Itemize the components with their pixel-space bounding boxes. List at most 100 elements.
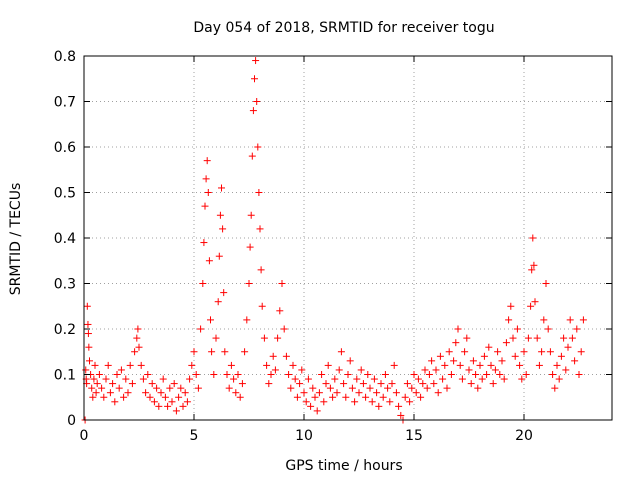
axes [83, 55, 613, 421]
data-point [465, 366, 473, 374]
y-tick-label: 0.5 [54, 186, 76, 202]
data-point [483, 371, 491, 378]
data-point [509, 334, 517, 342]
data-point [463, 334, 471, 342]
data-point [362, 393, 370, 401]
data-point [513, 325, 521, 333]
data-point [359, 380, 367, 388]
data-point [390, 361, 398, 369]
data-point [115, 384, 123, 392]
data-point [278, 280, 286, 287]
data-point [494, 348, 502, 356]
data-point [254, 143, 262, 151]
data-point [89, 393, 97, 401]
data-point [518, 375, 526, 383]
data-point [555, 375, 563, 383]
data-point [568, 334, 576, 342]
data-point [251, 75, 258, 83]
data-point [98, 384, 106, 392]
data-point [219, 225, 227, 233]
data-point [401, 393, 409, 401]
y-tick-label: 0.4 [54, 231, 76, 247]
data-point [245, 280, 253, 287]
data-point [421, 366, 429, 374]
data-point [443, 384, 451, 392]
data-point [530, 261, 538, 269]
data-point [142, 389, 150, 397]
data-point [100, 393, 108, 401]
tick-labels: 0 5 10 15 20 0 0.1 0.2 0.3 0.4 0.5 0.6 0.7 0.8 [54, 49, 533, 444]
data-point [175, 393, 183, 401]
data-point [461, 348, 469, 356]
data-point [320, 398, 328, 406]
data-point [397, 411, 405, 419]
data-point [544, 325, 552, 333]
x-tick-label: 0 [80, 428, 89, 444]
data-point [439, 375, 447, 383]
data-point [485, 343, 493, 351]
data-point [546, 348, 554, 356]
data-point [322, 380, 330, 388]
data-point [194, 384, 202, 392]
data-point [368, 398, 376, 406]
data-point [255, 189, 263, 196]
data-point [83, 302, 91, 310]
data-point [520, 348, 528, 356]
data-point [293, 393, 301, 401]
data-point [553, 361, 561, 369]
data-point [161, 393, 169, 401]
data-point [551, 384, 559, 392]
y-tick-label: 0.2 [54, 322, 76, 338]
data-point [500, 375, 508, 383]
data-point [212, 334, 220, 342]
data-point [452, 339, 460, 347]
data-point [505, 316, 513, 324]
data-point [417, 393, 425, 401]
data-point [456, 361, 464, 369]
data-point [225, 384, 233, 392]
data-point [381, 371, 389, 378]
data-point [166, 384, 174, 392]
x-tick-label: 20 [515, 428, 533, 444]
data-point [201, 202, 209, 210]
data-point [487, 361, 495, 369]
data-point [476, 361, 484, 369]
data-point [542, 280, 550, 287]
data-point [329, 393, 337, 401]
data-point [92, 389, 100, 397]
data-point [307, 402, 315, 410]
data-point [133, 334, 141, 342]
data-point [478, 375, 486, 383]
data-point [285, 371, 293, 378]
data-point [562, 366, 570, 374]
data-point [208, 348, 216, 356]
data-point [428, 357, 436, 365]
data-point [280, 325, 288, 333]
data-point [214, 298, 222, 306]
data-point [364, 371, 372, 378]
data-point [348, 384, 356, 392]
data-point [441, 361, 449, 369]
data-point [346, 357, 354, 365]
data-points [81, 57, 587, 424]
data-point [469, 357, 477, 365]
data-point [579, 316, 587, 324]
data-point [531, 298, 539, 306]
data-point [566, 316, 574, 324]
data-point [210, 371, 218, 378]
data-point [502, 339, 510, 347]
data-point [200, 239, 208, 247]
data-point [247, 211, 255, 219]
data-point [104, 361, 112, 369]
x-axis-label: GPS time / hours [285, 458, 402, 474]
y-tick-label: 0 [67, 413, 76, 429]
data-point [134, 325, 142, 333]
data-point [148, 380, 156, 388]
data-point [454, 325, 462, 333]
data-point [238, 380, 246, 388]
data-point [192, 371, 200, 378]
data-point [377, 380, 385, 388]
data-point [253, 98, 261, 105]
data-point [474, 384, 482, 392]
data-point [458, 375, 466, 383]
